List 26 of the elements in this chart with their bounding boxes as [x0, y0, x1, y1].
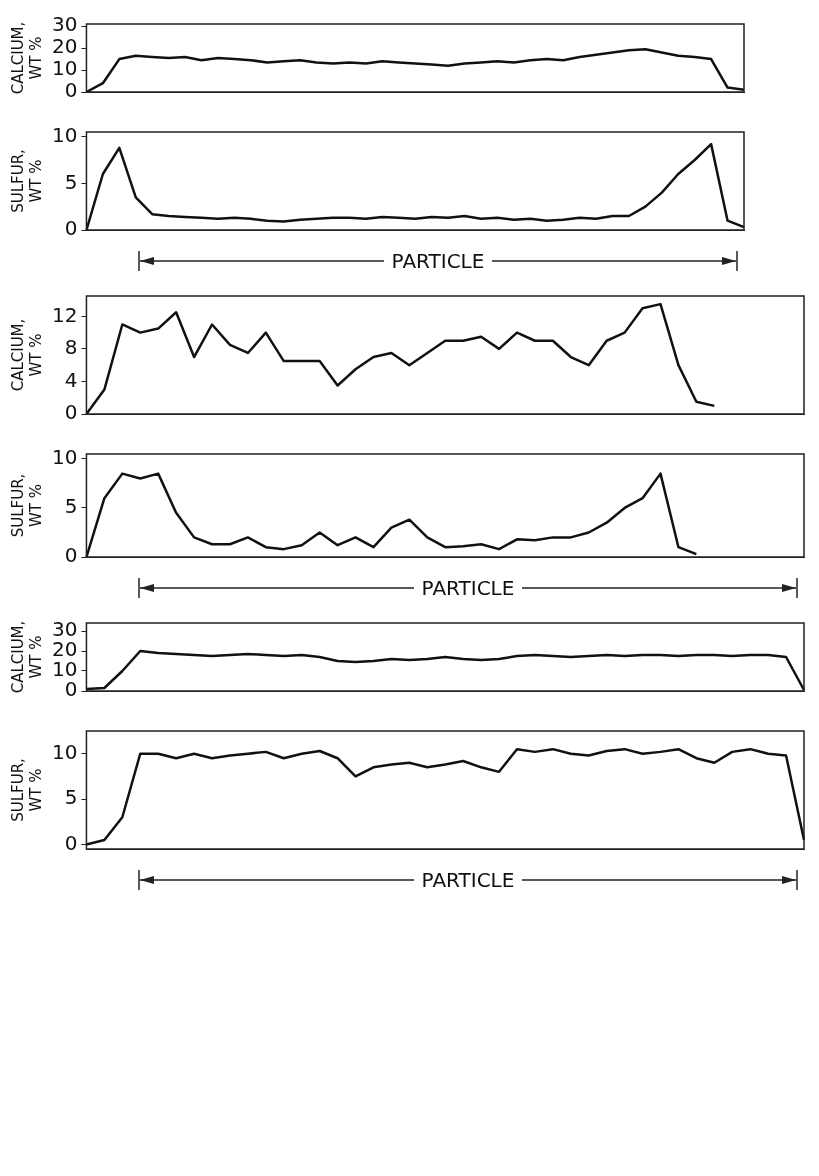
y-tick-label: 20: [52, 34, 78, 59]
y-axis-title: CALCIUM, WT %: [8, 21, 45, 95]
y-tick-label: 0: [64, 216, 78, 241]
y-axis-title: SULFUR, WT %: [8, 758, 45, 822]
y-axis-title: CALCIUM, WT %: [8, 318, 45, 392]
y-tick-label: 4: [64, 367, 78, 392]
y-tick-label: 5: [64, 169, 78, 194]
y-tick-label: 10: [52, 739, 78, 764]
y-tick-label: 5: [64, 494, 78, 519]
y-tick-label: 0: [64, 400, 78, 425]
y-tick-label: 8: [64, 335, 78, 360]
y-axis-title: SULFUR, WT %: [8, 149, 45, 213]
text: PARTICLE: [383, 249, 493, 273]
y-axis-title: SULFUR, WT %: [8, 473, 45, 538]
y-tick-label: 10: [52, 445, 78, 470]
y-tick-label: 30: [52, 12, 78, 37]
y-tick-label: 10: [52, 122, 78, 147]
y-tick-label: 5: [64, 785, 78, 810]
y-tick-label: 12: [52, 302, 78, 327]
y-axis-title: CALCIUM, WT %: [8, 620, 45, 694]
y-tick-label: 0: [64, 78, 78, 103]
y-tick-label: 0: [64, 830, 78, 855]
text: PARTICLE: [413, 576, 523, 600]
text: PARTICLE: [413, 868, 523, 892]
y-tick-label: 10: [52, 56, 78, 81]
y-tick-label: 0: [64, 543, 78, 568]
